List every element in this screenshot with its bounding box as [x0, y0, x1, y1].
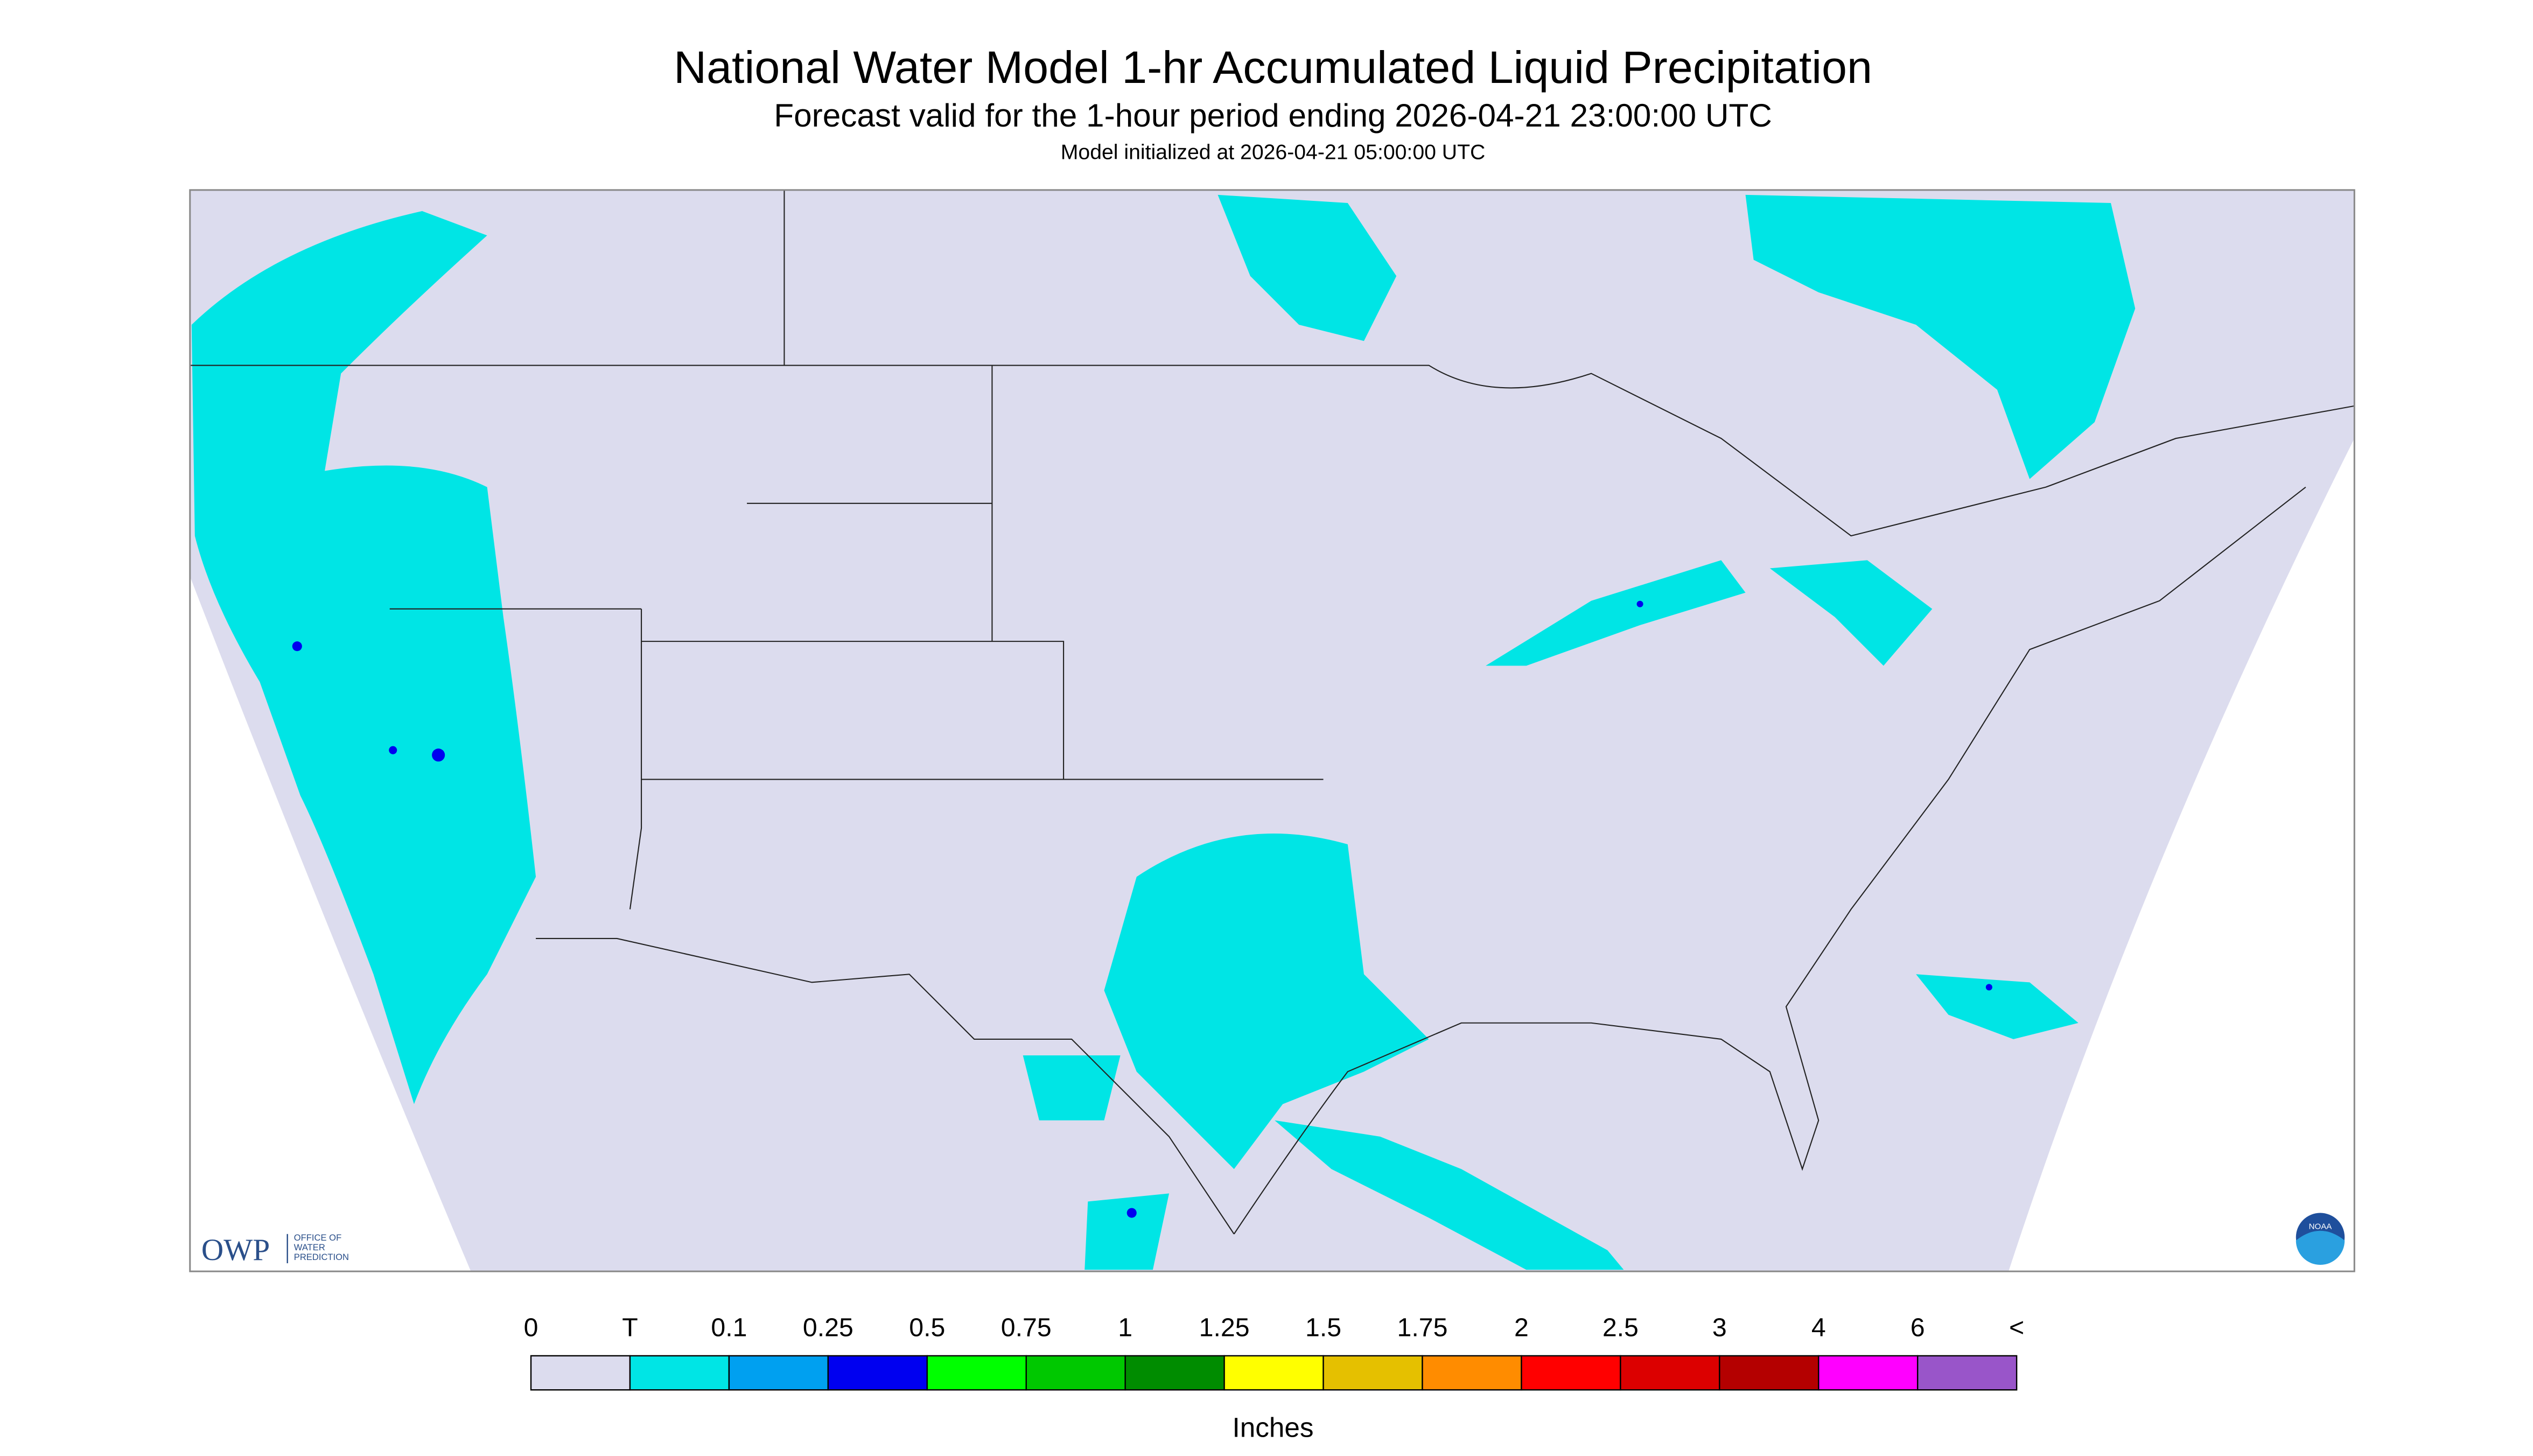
legend-swatch: [1521, 1355, 1621, 1391]
precip-texas: [1104, 833, 1429, 1170]
precip-heavy: [292, 600, 1992, 1218]
precip-michigan: [1486, 560, 1746, 666]
legend-swatch: [629, 1355, 730, 1391]
legend-swatch: [728, 1355, 829, 1391]
precip-mexico: [1023, 1055, 1121, 1121]
map-frame: [189, 189, 2355, 1272]
boundaries: [190, 190, 2355, 1235]
legend: 0 T 0.1 0.25 0.5 0.75 1 1.25 1.5 1.75 2 2.5 3 4 6 <: [524, 1313, 2024, 1391]
legend-label: 1.5: [1305, 1313, 1341, 1342]
legend-label: T: [622, 1313, 638, 1342]
legend-label: 0.75: [1001, 1313, 1052, 1342]
legend-label: 1.25: [1199, 1313, 1250, 1342]
legend-label: <: [2009, 1313, 2024, 1342]
legend-swatch: [1620, 1355, 1720, 1391]
legend-label: 1: [1118, 1313, 1132, 1342]
noaa-logo-text: NOAA: [2309, 1222, 2333, 1231]
legend-swatch: [1223, 1355, 1324, 1391]
legend-label: 0.1: [711, 1313, 747, 1342]
legend-label: 0: [524, 1313, 538, 1342]
precip-areas: [191, 194, 2136, 1270]
owp-full-3: PREDICTION: [294, 1252, 349, 1262]
subtitle: Forecast valid for the 1-hour period end…: [774, 97, 1772, 134]
legend-swatch: [1818, 1355, 1919, 1391]
noaa-logo-wave: [2296, 1230, 2345, 1265]
title: National Water Model 1-hr Accumulated Li…: [674, 42, 1872, 93]
legend-label: 0.5: [909, 1313, 945, 1342]
legend-swatch: [1025, 1355, 1126, 1391]
legend-label: 6: [1911, 1313, 1925, 1342]
precip-erie: [1769, 560, 1933, 666]
precip-west: [191, 211, 536, 1104]
legend-swatch: [1422, 1355, 1522, 1391]
owp-full-2: WATER: [294, 1242, 325, 1252]
legend-swatch: [530, 1355, 631, 1391]
legend-swatch: [1323, 1355, 1423, 1391]
legend-swatch: [1916, 1355, 2018, 1391]
domain-edge-right: [2009, 438, 2355, 1272]
domain-edge-left: [190, 576, 471, 1272]
legend-label: 2.5: [1603, 1313, 1639, 1342]
legend-label: 0.25: [803, 1313, 853, 1342]
legend-swatch: [1124, 1355, 1225, 1391]
owp-full-1: OFFICE OF: [294, 1233, 341, 1243]
map: OWP OFFICE OF WATER PREDICTION NOAA: [189, 189, 2355, 1272]
legend-unit: Inches: [1233, 1412, 1314, 1443]
precip-south: [1084, 1193, 1170, 1270]
legend-label: 2: [1514, 1313, 1529, 1342]
precip-atlantic: [1916, 974, 2079, 1039]
legend-swatch: [827, 1355, 928, 1391]
init-note: Model initialized at 2026-04-21 05:00:00…: [1061, 141, 1486, 164]
legend-label: 4: [1811, 1313, 1826, 1342]
precip-north: [1217, 194, 1397, 341]
owp-logo: OWP: [201, 1233, 270, 1267]
precip-gulf: [1275, 1120, 1624, 1270]
legend-label: 1.75: [1397, 1313, 1448, 1342]
precip-canada: [1745, 194, 2136, 479]
legend-swatch: [1719, 1355, 1820, 1391]
legend-swatch: [926, 1355, 1027, 1391]
legend-label: 3: [1712, 1313, 1727, 1342]
